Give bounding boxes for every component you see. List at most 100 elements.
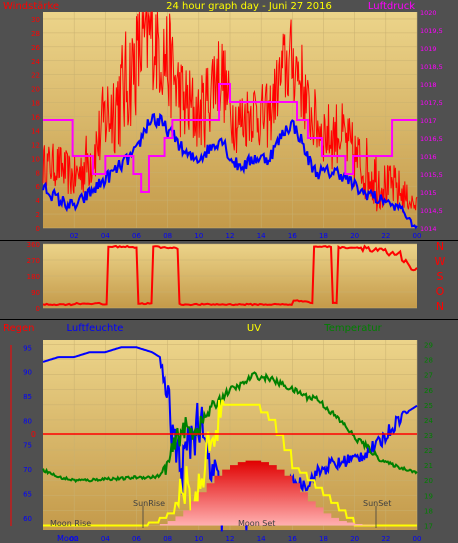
humidity-tick-label: 65 [23,490,32,498]
rain-axis-label: Regen [3,323,35,334]
direction-tick-label: 0 [36,305,40,313]
wind-average-line [42,112,418,230]
wind-tick-label: 4 [36,197,41,205]
weather-x-tick-label: 18 [319,535,328,543]
wind-series [42,11,418,230]
wind-x-tick-label: 18 [319,232,328,240]
compass-label: W [435,255,446,268]
compass-label: O [436,285,445,298]
weather-x-tick-label: 00 [413,535,422,543]
wind-x-tick-label: 02 [70,232,79,240]
sunrise-label: SunRise [133,499,165,508]
wind-x-tick-label: 04 [101,232,110,240]
temperature-tick-label: 23 [424,432,433,440]
rain-zero-tick: 0 [31,430,36,439]
direction-tick-label: 360 [27,241,40,249]
humidity-tick-label: 60 [23,515,32,523]
compass-label: N [436,300,444,313]
weather-x-tick-label: 02 [70,535,79,543]
weather-x-ticks: 02 04 06 08 10 12 14 16 18 20 22 00 [70,535,422,543]
humidity-tick-label: 90 [23,369,32,377]
humidity-tick-label: 95 [23,344,32,352]
wind-tick-label: 30 [31,16,40,24]
moon-rise-label: Moon Rise [50,519,91,528]
wind-tick-label: 2 [36,211,40,219]
pressure-tick-label: 1019,5 [420,27,443,35]
pressure-tick-label: 1018,5 [420,63,443,71]
weather-x-tick-label: 16 [288,535,297,543]
wind-tick-label: 0 [36,225,40,233]
compass-label: N [436,240,444,253]
weather-x-tick-label: 12 [226,535,235,543]
humidity-tick-label: 75 [23,442,32,450]
direction-left-ticks: 0 90 180 270 360 [27,241,40,313]
weather-series [42,346,418,532]
pressure-tick-label: 1017 [420,117,437,125]
wind-tick-label: 26 [31,44,40,52]
pressure-tick-label: 1019 [420,45,437,53]
sun-moon-annotations: Moon Rise SunRise Moon Set SunSet Moon [50,499,391,543]
wind-x-tick-label: 00 [413,232,422,240]
wind-x-tick-label: 22 [381,232,390,240]
pressure-tick-label: 1014,5 [420,207,443,215]
humidity-axis-label: Luftfeuchte [67,323,124,334]
wind-x-tick-label: 06 [132,232,141,240]
temperature-tick-label: 29 [424,342,433,350]
pressure-tick-label: 1020 [420,9,437,17]
wind-direction-line [42,244,418,307]
direction-tick-label: 180 [27,273,40,281]
wind-tick-label: 16 [31,114,40,122]
wind-tick-label: 20 [31,86,40,94]
direction-tick-label: 90 [31,289,40,297]
temperature-tick-label: 27 [424,372,433,380]
weather-x-tick-label: 22 [381,535,390,543]
weather-x-tick-label: 08 [163,535,172,543]
wind-x-tick-label: 20 [350,232,359,240]
wind-tick-label: 24 [31,58,40,66]
pressure-tick-label: 1016,5 [420,135,443,143]
wind-x-ticks: 02 04 06 08 10 12 14 16 18 20 22 00 [70,232,422,240]
wind-tick-label: 14 [31,127,40,135]
temperature-tick-label: 21 [424,462,433,470]
temperature-tick-label: 24 [424,417,433,425]
pressure-tick-label: 1018 [420,81,437,89]
moon-axis-label: Moon [57,534,79,543]
temperature-tick-label: 18 [424,507,433,515]
compass-label: S [437,270,444,283]
temperature-tick-label: 20 [424,477,433,485]
pressure-tick-label: 1016 [420,153,437,161]
weather-x-tick-label: 20 [350,535,359,543]
temperature-tick-label: 19 [424,492,433,500]
wind-x-tick-label: 12 [226,232,235,240]
temperature-line [42,371,418,484]
temperature-right-ticks: 17 18 19 20 21 22 23 24 25 26 27 28 29 [424,342,433,531]
humidity-tick-label: 70 [23,466,32,474]
temperature-tick-label: 22 [424,447,433,455]
wind-tick-label: 12 [31,141,40,149]
direction-series [42,244,418,307]
moon-set-label: Moon Set [238,519,275,528]
temperature-tick-label: 17 [424,522,433,530]
humidity-tick-label: 80 [23,417,32,425]
pressure-right-ticks: 1014 1014,5 1015 1015,5 1016 1016,5 1017 1017,5… [420,9,443,233]
direction-tick-label: 270 [27,257,40,265]
uv-axis-label: UV [247,323,261,334]
wind-tick-label: 10 [31,155,40,163]
weather-x-tick-label: 06 [132,535,141,543]
temperature-tick-label: 26 [424,387,433,395]
pressure-tick-label: 1015,5 [420,171,443,179]
wind-x-tick-label: 14 [257,232,266,240]
wind-x-tick-label: 16 [288,232,297,240]
wind-tick-label: 28 [31,30,40,38]
temperature-tick-label: 28 [424,357,433,365]
pressure-tick-label: 1014 [420,225,437,233]
wind-x-tick-label: 08 [163,232,172,240]
solar-radiation-area [150,460,375,526]
humidity-tick-label: 85 [23,393,32,401]
humidity-left-ticks: 60 65 70 75 80 85 90 95 [23,344,32,523]
wind-x-tick-label: 10 [194,232,203,240]
wind-tick-label: 18 [31,100,40,108]
wind-tick-label: 22 [31,72,40,80]
